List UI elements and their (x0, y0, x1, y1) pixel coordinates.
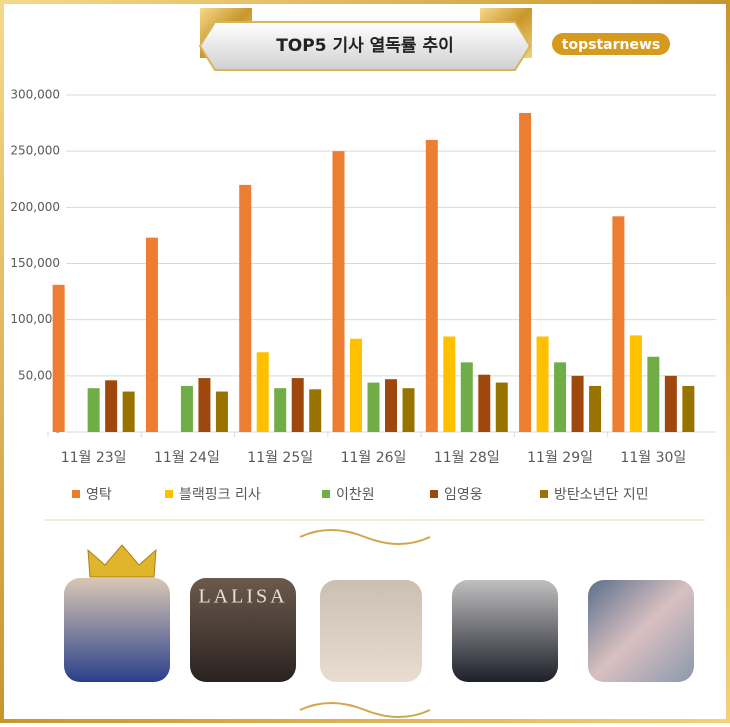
legend-label: 임영웅 (444, 487, 483, 503)
bar (629, 335, 642, 432)
y-tick-label: 300,000 (10, 88, 60, 102)
bar (309, 389, 322, 432)
bar (425, 139, 438, 432)
legend-swatch (72, 490, 80, 498)
bar (519, 112, 532, 433)
legend-label: 블랙핑크 리사 (179, 487, 261, 503)
bar (682, 385, 695, 432)
bar (478, 374, 491, 432)
legend-label: 방탄소년단 지민 (554, 487, 649, 503)
photo (190, 578, 296, 682)
bar (647, 356, 660, 432)
bar (239, 184, 252, 432)
ornament (299, 529, 431, 545)
ornament (299, 702, 431, 718)
bar (332, 151, 345, 432)
bar (536, 336, 549, 432)
bar (145, 237, 158, 432)
x-tick-label: 11월 23일 (61, 450, 127, 466)
photo (320, 580, 422, 682)
crown (87, 544, 157, 578)
photo (452, 580, 558, 682)
chart-title: TOP5 기사 열독률 추이 (276, 36, 454, 56)
x-tick-label: 11월 29일 (527, 450, 593, 466)
brand: topstarnews (562, 37, 660, 53)
legend-label: 영탁 (86, 487, 112, 503)
photo (64, 578, 170, 682)
album-text: LALISA (198, 586, 287, 608)
y-tick-label: 150,000 (10, 256, 60, 270)
y-tick-label: 100,000 (10, 312, 60, 326)
bar (291, 378, 304, 432)
bar (350, 338, 362, 432)
bar (87, 388, 100, 432)
bar (274, 388, 287, 432)
bar (589, 385, 602, 432)
bar (443, 336, 456, 432)
bar (402, 388, 415, 432)
bar (571, 375, 584, 432)
y-tick-label: 250,000 (10, 144, 60, 158)
legend-swatch (540, 490, 548, 498)
legend-label: 이찬원 (336, 487, 375, 503)
photo (588, 580, 694, 682)
y-tick-label: 200,000 (10, 200, 60, 214)
x-tick-label: 11월 28일 (434, 450, 500, 466)
bar (198, 378, 211, 432)
legend-swatch (430, 490, 438, 498)
bar (105, 380, 118, 432)
title-ribbon (198, 8, 532, 71)
legend-swatch (322, 490, 330, 498)
bar (460, 362, 473, 432)
bar (495, 382, 508, 432)
brand-badge (552, 33, 670, 55)
bar (122, 391, 135, 432)
bar (612, 216, 625, 432)
bar (180, 385, 193, 432)
bar (385, 379, 397, 432)
bar (52, 284, 65, 432)
bar (256, 352, 269, 432)
y-tick-label: 50,000 (18, 368, 60, 382)
legend-swatch (165, 490, 173, 498)
x-tick-label: 11월 26일 (341, 450, 407, 466)
x-tick-label: 11월 30일 (620, 450, 686, 466)
bar (664, 375, 677, 432)
bar (215, 391, 228, 432)
x-tick-label: 11월 24일 (154, 450, 220, 466)
bar (367, 382, 380, 432)
x-tick-label: 11월 25일 (247, 450, 313, 466)
bar (554, 362, 567, 432)
